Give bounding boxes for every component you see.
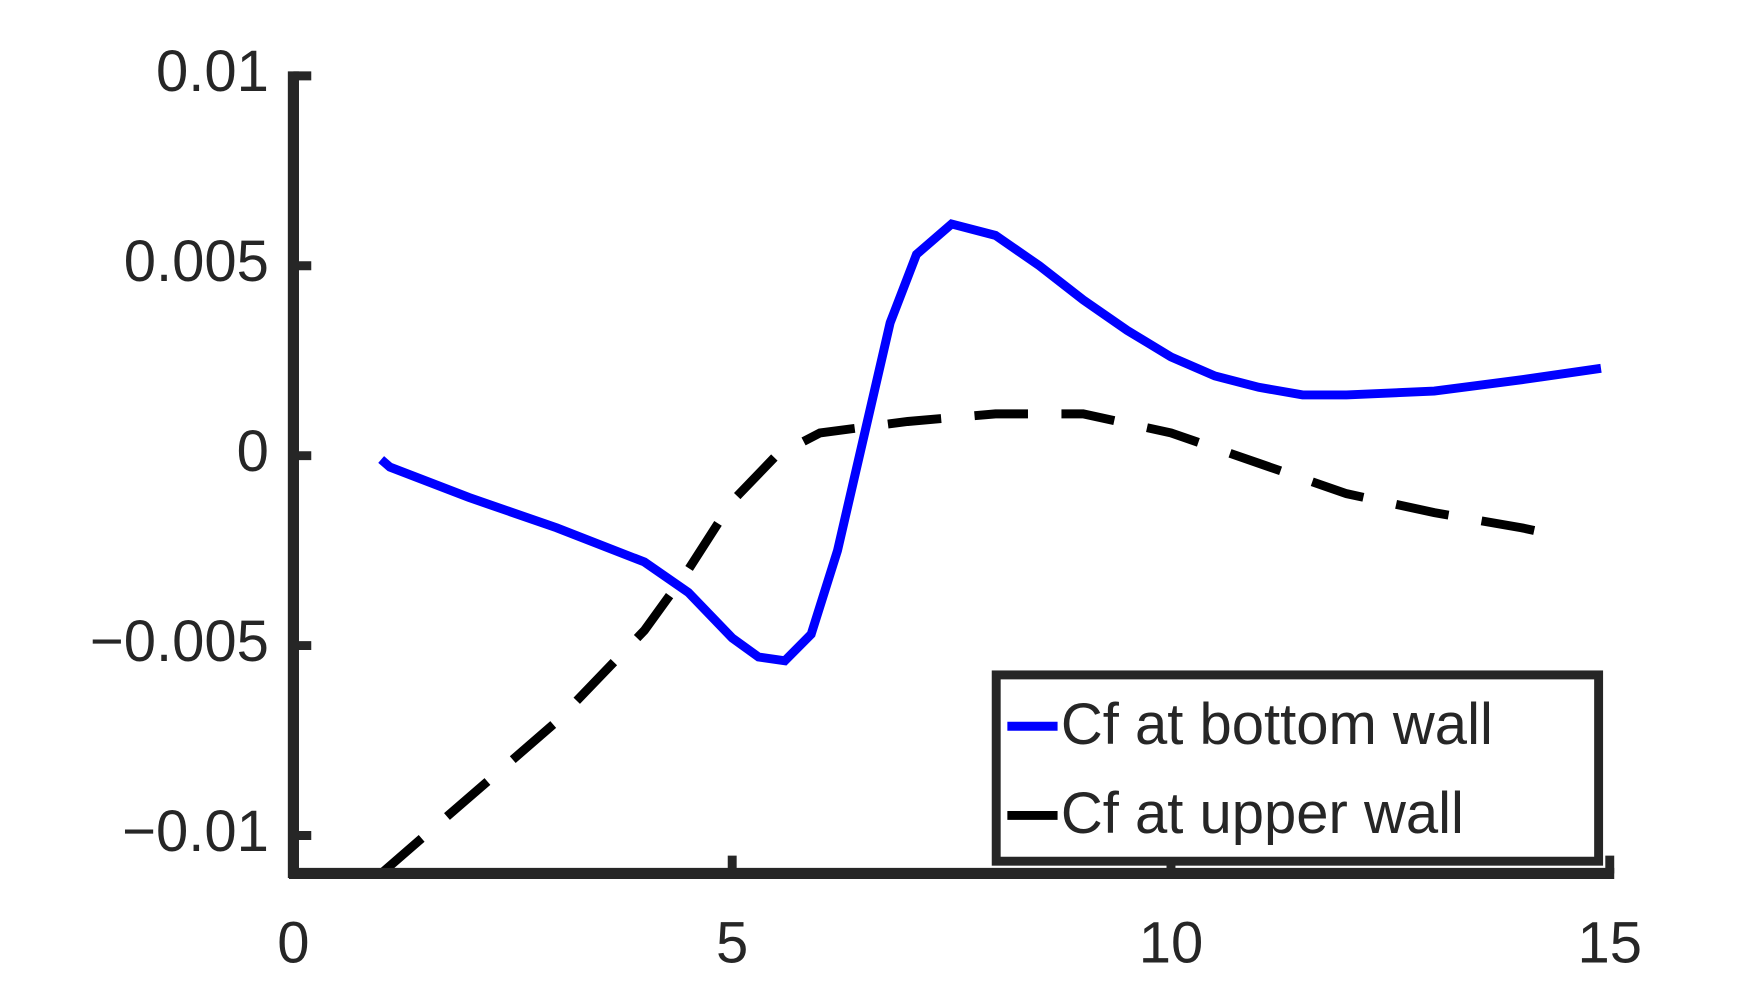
series-line [378, 219, 1602, 666]
legend-label: Cf at upper wall [1061, 781, 1464, 846]
x-tick-label: 15 [1578, 910, 1643, 975]
y-tick-label: 0.005 [124, 229, 269, 294]
series-line [378, 409, 1559, 877]
y-tick-label: 0.01 [156, 39, 269, 104]
legend-label: Cf at bottom wall [1061, 692, 1493, 757]
legend-box [991, 670, 1604, 866]
x-tick-label: 5 [716, 910, 748, 975]
x-tick-label: 0 [277, 910, 309, 975]
y-tick-label: −0.01 [122, 799, 269, 864]
y-tick-label: −0.005 [90, 609, 269, 674]
y-tick-label: 0 [237, 419, 269, 484]
x-tick-label: 10 [1139, 910, 1204, 975]
